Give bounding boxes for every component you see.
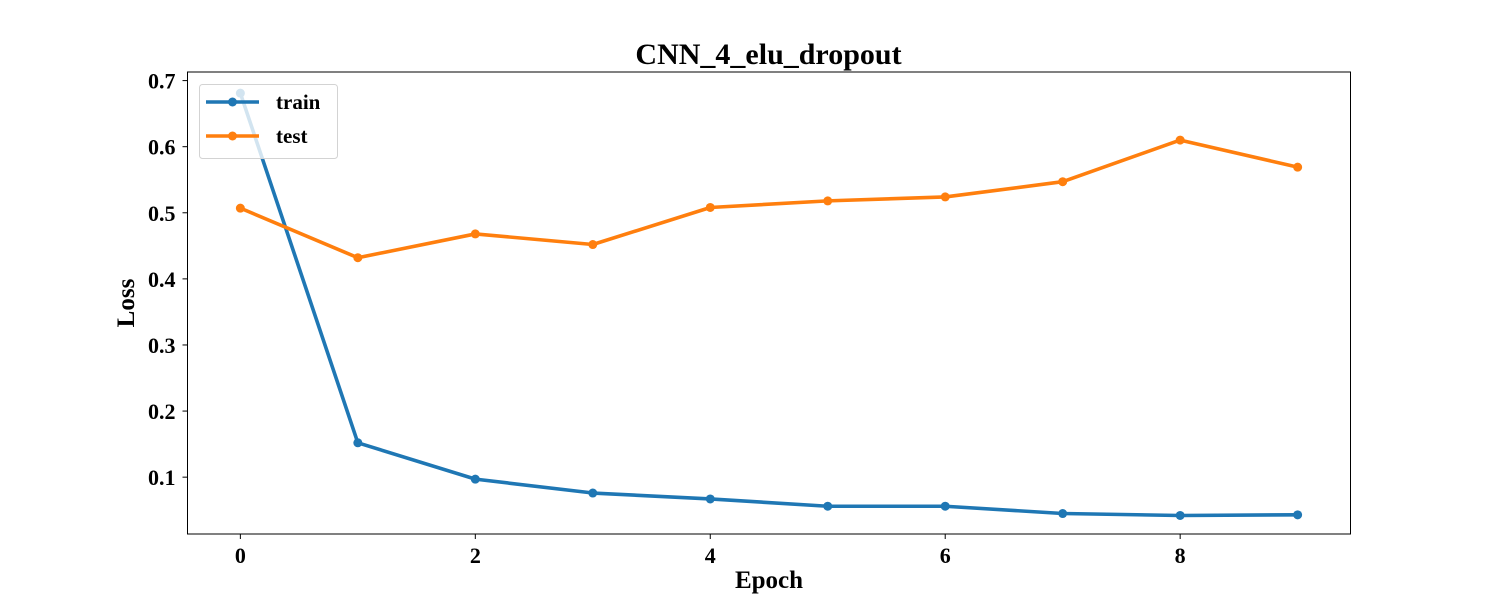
y-tick-label: 0.4 xyxy=(148,267,176,292)
x-tick-label: 2 xyxy=(470,543,481,568)
legend-item-test: test xyxy=(206,124,307,148)
data-point-test xyxy=(705,202,715,212)
chart-title: CNN_4_elu_dropout xyxy=(635,38,901,71)
series-line-train xyxy=(238,91,1300,518)
legend: train test xyxy=(199,84,338,159)
y-tick-label: 0.5 xyxy=(148,201,176,226)
y-tick-label: 0.6 xyxy=(148,135,176,160)
data-point-test xyxy=(1293,162,1303,172)
data-point-test xyxy=(588,240,598,250)
data-point-train xyxy=(1058,509,1068,519)
legend-label-train: train xyxy=(276,90,321,114)
x-tick-label: 4 xyxy=(705,543,716,568)
data-point-test xyxy=(1058,177,1068,187)
axes-frame xyxy=(187,71,1351,535)
legend-item-train: train xyxy=(206,90,321,114)
data-point-train xyxy=(470,474,480,484)
y-tick-label: 0.2 xyxy=(148,399,176,424)
legend-label-test: test xyxy=(276,124,307,148)
x-tick-label: 0 xyxy=(235,543,246,568)
series-line-test xyxy=(238,138,1300,260)
legend-marker-train xyxy=(228,97,237,107)
plot-area: 0 2 4 6 8 0.1 0.2 0.3 0.4 0.5 0.6 0.7 xyxy=(148,69,1351,568)
y-tick-label: 0.1 xyxy=(148,465,176,490)
data-point-train xyxy=(353,438,363,448)
data-point-train xyxy=(705,494,715,504)
y-axis: 0.1 0.2 0.3 0.4 0.5 0.6 0.7 xyxy=(148,69,188,490)
y-axis-label: Loss xyxy=(113,278,140,327)
series-test xyxy=(235,135,1303,263)
data-point-test xyxy=(1175,135,1185,145)
data-point-test xyxy=(940,192,950,202)
x-tick-label: 6 xyxy=(940,543,951,568)
x-axis-label: Epoch xyxy=(735,567,803,594)
legend-items: train test xyxy=(206,90,321,148)
data-point-train xyxy=(823,501,833,511)
series-layer xyxy=(235,88,1303,520)
data-point-test xyxy=(353,253,363,263)
data-point-test xyxy=(823,196,833,206)
x-axis: 0 2 4 6 8 xyxy=(235,534,1186,568)
data-point-train xyxy=(1293,510,1303,520)
data-point-train xyxy=(1175,510,1185,520)
x-tick-label: 8 xyxy=(1175,543,1186,568)
legend-marker-test xyxy=(228,131,237,141)
y-tick-label: 0.7 xyxy=(148,69,176,94)
data-point-train xyxy=(940,501,950,511)
y-tick-label: 0.3 xyxy=(148,333,176,358)
data-point-test xyxy=(470,229,480,239)
data-point-train xyxy=(588,488,598,498)
data-point-test xyxy=(235,203,245,213)
